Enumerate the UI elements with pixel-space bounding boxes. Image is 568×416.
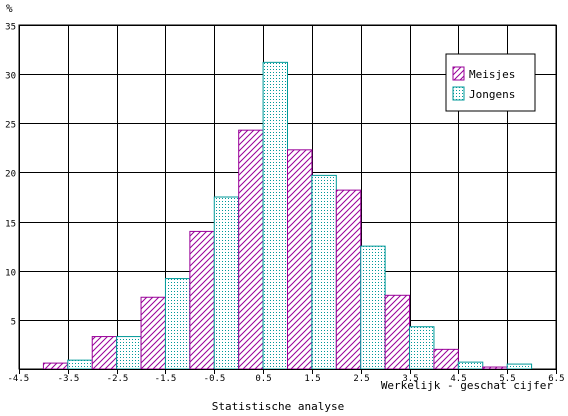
x-tick-label: 3.5 [402, 374, 418, 384]
legend-swatch-meisjes [452, 66, 465, 81]
bar-meisjes [384, 294, 411, 370]
y-tick-label: 25 [5, 121, 16, 131]
x-tick-label: 5.5 [499, 374, 515, 384]
x-tick-label: -1.5 [155, 374, 177, 384]
legend-label-jongens: Jongens [469, 88, 515, 101]
legend-box [445, 53, 536, 112]
bar-jongens [67, 359, 93, 370]
x-tick-label: -4.5 [8, 374, 30, 384]
bar-jongens [409, 326, 435, 370]
chart-caption: Statistische analyse [212, 400, 344, 413]
bar-meisjes [482, 366, 508, 370]
x-tick-label: 2.5 [353, 374, 369, 384]
bar-meisjes [140, 296, 166, 370]
x-tick-label: -2.5 [107, 374, 129, 384]
bar-jongens [164, 278, 191, 370]
bar-meisjes [335, 189, 362, 370]
x-tick-label: 0.5 [255, 374, 271, 384]
bar-jongens [506, 363, 533, 370]
legend-swatch-jongens [452, 86, 465, 101]
bar-meisjes [433, 348, 459, 370]
bar-jongens [116, 336, 142, 370]
bar-meisjes [287, 149, 313, 370]
y-tick-label: 35 [5, 23, 16, 33]
x-tick-label: -0.5 [204, 374, 226, 384]
x-tick-label: 1.5 [304, 374, 320, 384]
bar-jongens [311, 174, 337, 370]
bar-meisjes [189, 230, 215, 370]
y-tick-label: 10 [5, 269, 16, 279]
bars-layer [42, 61, 533, 370]
bar-meisjes [91, 336, 118, 370]
x-tick-label: -3.5 [58, 374, 80, 384]
legend-label-meisjes: Meisjes [469, 68, 515, 81]
ticks-layer: -4.5 -3.5 -2.5 -1.5 -0.5 0.5 1.5 2.5 3.5 4.5 5.5 6.… [5, 23, 564, 385]
x-tick-label: 6.5 [548, 374, 564, 384]
x-axis-label: Werkelijk - geschat cijfer [381, 379, 554, 392]
legend: Meisjes Jongens [445, 53, 536, 112]
y-tick-label: 15 [5, 220, 16, 230]
y-tick-label: 30 [5, 72, 16, 82]
bar-jongens [457, 361, 484, 370]
bar-jongens [213, 196, 240, 370]
bar-meisjes [42, 362, 69, 370]
y-axis-label: % [6, 2, 13, 15]
bar-jongens [360, 245, 386, 370]
x-tick-label: 4.5 [450, 374, 466, 384]
bar-jongens [262, 61, 289, 370]
y-tick-label: 5 [11, 318, 16, 328]
axis-layer [19, 369, 557, 374]
bar-meisjes [238, 129, 264, 370]
y-tick-label: 20 [5, 170, 16, 180]
